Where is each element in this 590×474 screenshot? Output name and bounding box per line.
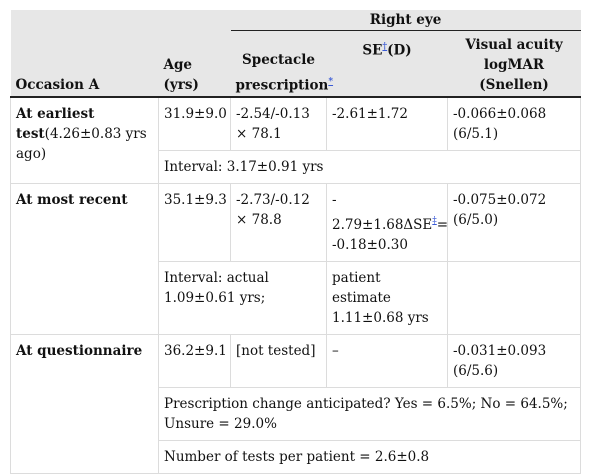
tests-cell: Number of tests per patient = 2.6±0.8 — [158, 439, 581, 474]
questionnaire-label: At questionnaire — [16, 342, 143, 359]
recent-va-snellen: (6/5.0) — [453, 212, 499, 228]
recent-interval-line2: 1.09±0.61 yrs; — [164, 289, 266, 306]
va-header-line2: logMAR (Snellen) — [479, 57, 549, 93]
earliest-se-value: -2.61±1.72 — [332, 106, 408, 122]
recent-interval-empty — [447, 260, 581, 335]
spectacle-header: Spectacle prescription* — [230, 30, 333, 98]
recent-spectacle-value: -2.73/-0.12 × 78.8 — [236, 192, 310, 228]
questionnaire-va: -0.031±0.093 (6/5.6) — [447, 333, 581, 388]
earliest-label-cell: At earliest test(4.26±0.83 yrs ago) — [10, 96, 159, 184]
header-empty-2 — [158, 10, 231, 31]
questionnaire-age-value: 36.2±9.1 — [164, 342, 227, 359]
questionnaire-va-snellen: (6/5.6) — [453, 362, 499, 379]
spectacle-header-line2: prescription — [235, 77, 329, 93]
right-eye-label: Right eye — [369, 12, 442, 28]
se-header-label: SE — [362, 42, 383, 59]
anticipated-text: Prescription change anticipated? Yes = 6… — [164, 395, 568, 432]
earliest-va-logmar: -0.066±0.068 — [453, 106, 547, 122]
questionnaire-se: – — [326, 333, 448, 388]
spectacle-footnote-link[interactable]: * — [328, 76, 334, 87]
recent-age: 35.1±9.3 — [158, 183, 231, 262]
se-header: SE†(D) — [326, 30, 448, 98]
recent-spectacle: -2.73/-0.12 × 78.8 — [230, 183, 327, 262]
earliest-label-note: (4.26±0.83 yrs ago) — [16, 126, 147, 162]
recent-patient-line1: patient estimate — [332, 269, 391, 306]
recent-patient-line2: 1.11±0.68 yrs — [332, 309, 429, 326]
earliest-spectacle-value: -2.54/-0.13 × 78.1 — [236, 106, 310, 142]
earliest-label-line1: At earliest — [16, 106, 95, 122]
va-header: Visual acuity logMAR (Snellen) — [447, 30, 581, 98]
questionnaire-spectacle-value: [not tested] — [236, 342, 316, 359]
spectacle-header-line1: Spectacle — [242, 51, 315, 68]
questionnaire-spectacle: [not tested] — [230, 333, 327, 388]
header-empty-1 — [10, 10, 159, 31]
se-footnote-link[interactable]: † — [382, 42, 388, 52]
questionnaire-va-logmar: -0.031±0.093 — [453, 342, 547, 359]
recent-se-part2: 2.79±1.68ΔSE — [332, 216, 433, 233]
se-header-unit: (D) — [387, 42, 412, 59]
row-questionnaire: At questionnaire 36.2±9.1 [not tested] –… — [10, 333, 581, 474]
delta-se-footnote-link[interactable]: ‡ — [432, 216, 437, 226]
age-header-label: Age (yrs) — [163, 57, 199, 93]
va-header-line1: Visual acuity — [465, 37, 563, 53]
recent-patient-estimate: patient estimate 1.11±0.68 yrs — [326, 260, 448, 335]
earliest-age-value: 31.9±9.0 — [164, 106, 227, 122]
recent-label: At most recent — [16, 192, 128, 208]
questionnaire-label-cell: At questionnaire — [10, 333, 159, 474]
row-recent-interval: Interval: actual 1.09±0.61 yrs; patient e… — [11, 260, 581, 335]
occasion-header-label: Occasion A — [15, 77, 100, 93]
earliest-va-snellen: (6/5.1) — [453, 126, 499, 142]
recent-age-value: 35.1±9.3 — [164, 192, 227, 208]
anticipated-cell: Prescription change anticipated? Yes = 6… — [158, 386, 581, 441]
earliest-interval-text: Interval: 3.17±0.91 yrs — [164, 159, 324, 175]
earliest-se: -2.61±1.72 — [326, 96, 448, 151]
age-header: Age (yrs) — [158, 30, 231, 98]
earliest-interval: Interval: 3.17±0.91 yrs — [158, 150, 581, 184]
recent-va-logmar: -0.075±0.072 — [453, 192, 547, 208]
recent-interval-line1: Interval: actual — [164, 269, 269, 286]
row-earliest: At earliest test(4.26±0.83 yrs ago) 31.9… — [10, 96, 581, 184]
questionnaire-age: 36.2±9.1 — [158, 333, 231, 388]
recent-se-part1: - — [332, 192, 337, 208]
recent-se-part4: -0.18±0.30 — [332, 236, 408, 253]
right-eye-header: Right eye — [230, 10, 581, 31]
recent-va: -0.075±0.072 (6/5.0) — [447, 183, 581, 262]
tests-text: Number of tests per patient = 2.6±0.8 — [164, 448, 430, 465]
recent-se-equals: = — [436, 216, 449, 233]
recent-interval: Interval: actual 1.09±0.61 yrs; — [158, 260, 327, 335]
earliest-va: -0.066±0.068 (6/5.1) — [447, 96, 581, 151]
row-recent: At most recent 35.1±9.3 -2.73/-0.12 × 78… — [10, 183, 581, 335]
earliest-label-line2: test — [16, 126, 45, 142]
earliest-age: 31.9±9.0 — [158, 96, 231, 151]
recent-label-cell: At most recent — [10, 183, 159, 335]
recent-se: - 2.79±1.68ΔSE‡= -0.18±0.30 — [326, 183, 449, 262]
occasion-header: Occasion A — [10, 30, 159, 98]
row-earliest-interval: Interval: 3.17±0.91 yrs — [11, 150, 581, 184]
earliest-spectacle: -2.54/-0.13 × 78.1 — [230, 96, 327, 151]
questionnaire-se-value: – — [332, 342, 339, 359]
results-table: Right eye Occasion A Age (yrs) Spectacle… — [10, 10, 581, 474]
